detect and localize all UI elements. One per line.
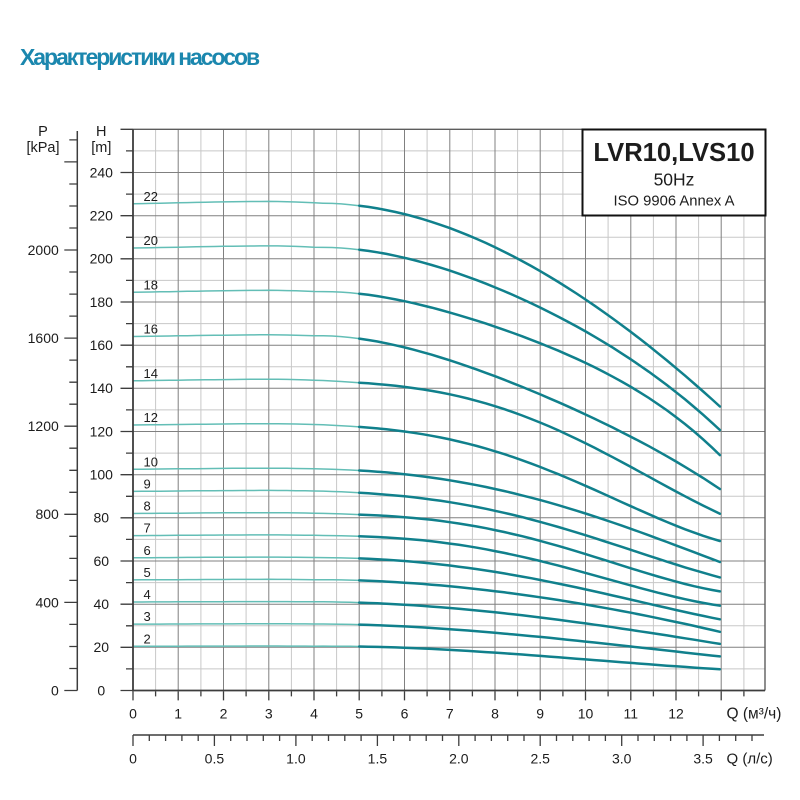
svg-text:1.0: 1.0 [286,751,306,767]
svg-text:120: 120 [90,423,114,439]
svg-text:[kPa]: [kPa] [26,140,59,156]
svg-text:160: 160 [90,337,114,353]
svg-text:H: H [96,124,106,140]
svg-text:400: 400 [35,594,59,610]
svg-text:200: 200 [90,251,114,267]
svg-text:1200: 1200 [28,418,59,434]
svg-text:LVR10,LVS10: LVR10,LVS10 [593,139,754,167]
svg-text:2000: 2000 [28,242,59,258]
svg-text:5: 5 [355,705,363,721]
svg-text:7: 7 [144,521,151,536]
svg-text:9: 9 [536,705,544,721]
svg-text:10: 10 [144,454,158,469]
svg-text:14: 14 [144,366,158,381]
svg-text:0.5: 0.5 [205,751,225,767]
svg-text:240: 240 [90,164,114,180]
svg-text:2.5: 2.5 [530,751,550,767]
svg-text:1600: 1600 [28,330,59,346]
svg-text:ISO 9906 Annex A: ISO 9906 Annex A [614,193,735,209]
svg-text:3: 3 [265,705,273,721]
svg-text:40: 40 [94,596,110,612]
svg-text:18: 18 [144,277,158,292]
svg-text:22: 22 [144,189,158,204]
svg-text:12: 12 [668,705,684,721]
svg-text:220: 220 [90,208,114,224]
svg-text:1.5: 1.5 [368,751,388,767]
svg-text:2: 2 [220,705,228,721]
svg-text:6: 6 [401,705,409,721]
svg-text:60: 60 [94,553,110,569]
svg-text:20: 20 [94,639,110,655]
svg-text:0: 0 [129,705,137,721]
svg-text:4: 4 [310,705,318,721]
svg-text:16: 16 [144,322,158,337]
svg-text:2.0: 2.0 [449,751,469,767]
svg-text:0: 0 [129,751,137,767]
svg-text:2: 2 [144,631,151,646]
svg-text:7: 7 [446,705,454,721]
svg-text:80: 80 [94,510,110,526]
svg-text:Q (м³/ч): Q (м³/ч) [727,705,782,722]
svg-text:6: 6 [144,543,151,558]
svg-text:3.5: 3.5 [693,751,713,767]
svg-text:10: 10 [578,705,594,721]
svg-text:Q (л/с): Q (л/с) [727,751,773,768]
svg-text:P: P [38,124,48,140]
svg-text:5: 5 [144,565,151,580]
svg-text:800: 800 [35,506,59,522]
svg-text:8: 8 [144,499,151,514]
svg-text:8: 8 [491,705,499,721]
svg-text:11: 11 [624,705,639,721]
svg-text:20: 20 [144,233,158,248]
svg-text:3.0: 3.0 [612,751,632,767]
svg-text:0: 0 [51,682,59,698]
svg-text:4: 4 [144,587,151,602]
svg-text:140: 140 [90,380,114,396]
svg-text:[m]: [m] [91,140,111,156]
svg-text:50Hz: 50Hz [654,170,695,190]
svg-text:9: 9 [144,476,151,491]
svg-text:12: 12 [144,410,158,425]
svg-text:1: 1 [174,705,182,721]
svg-text:100: 100 [90,467,114,483]
svg-text:3: 3 [144,609,151,624]
svg-text:180: 180 [90,294,114,310]
svg-text:0: 0 [97,682,105,698]
